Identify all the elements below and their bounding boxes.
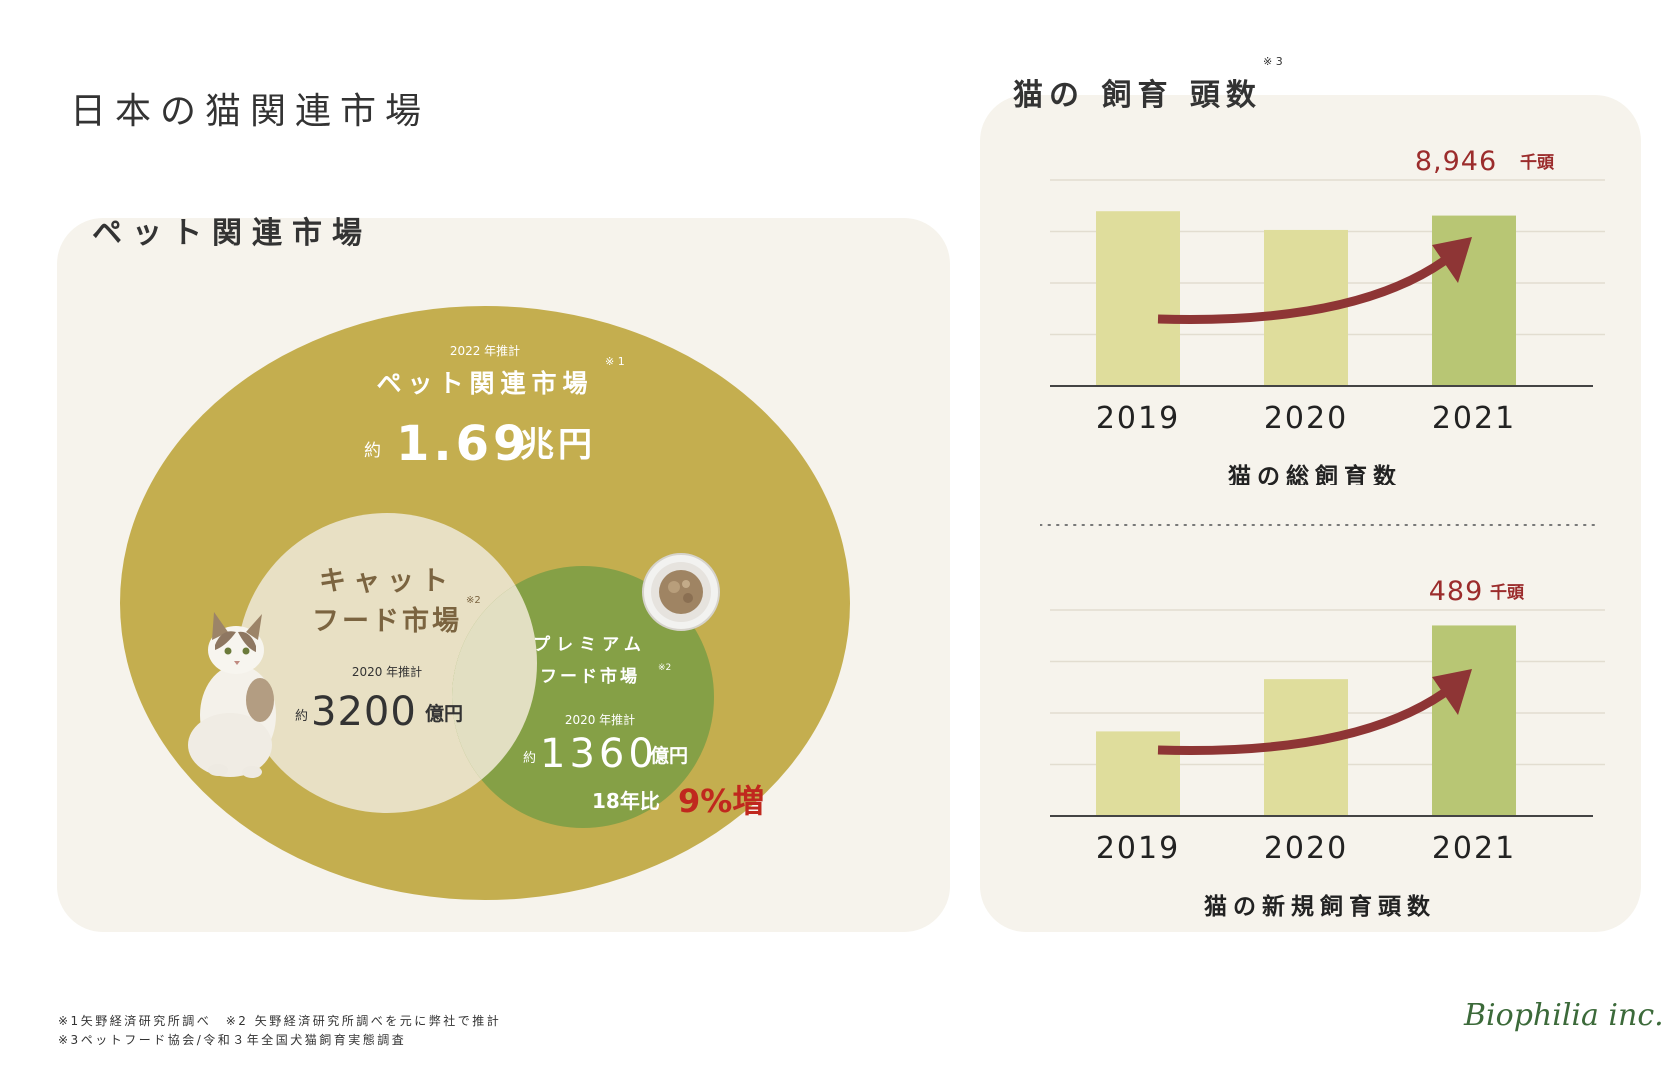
highlight-value-label: 8,946 <box>1415 146 1497 177</box>
x-tick-label: 2021 <box>1432 831 1516 866</box>
cat-food-value: 3200 <box>311 689 417 735</box>
cat-food-approx: 約 <box>295 709 308 724</box>
market-panel-title: ペット関連市場 <box>92 216 372 251</box>
premium-value: 1360 <box>540 731 658 777</box>
cat-food-unit: 億円 <box>425 702 463 725</box>
cat-food-bowl-image <box>642 553 720 631</box>
cat-food-year: 2020 年推計 <box>352 664 422 679</box>
cat-photo <box>188 612 276 778</box>
premium-approx: 約 <box>523 751 536 766</box>
x-tick-label: 2020 <box>1264 831 1348 866</box>
bar-2021 <box>1432 625 1516 816</box>
trend-arrow <box>1157 257 1447 324</box>
premium-growth-prefix: 18年比 <box>592 789 660 813</box>
footnote-line1: ※1矢野経済研究所調べ ※2 矢野経済研究所調べを元に弊社で推計 <box>58 1014 502 1028</box>
bar-2021 <box>1432 215 1516 386</box>
highlight-value-label: 489 <box>1429 576 1484 607</box>
chart-title: 猫の総飼育数 <box>1228 463 1402 485</box>
chart-divider <box>1040 524 1596 526</box>
page-title: 日本の猫関連市場 <box>70 91 431 132</box>
market-venn: 2022 年推計 ペット関連市場 ※ 1 約 1.69 兆円 キャット フード市… <box>120 306 850 900</box>
cat-food-label-line1: キャット <box>319 566 455 597</box>
x-tick-label: 2021 <box>1432 401 1516 436</box>
trend-arrow-head <box>1432 669 1472 715</box>
pet-market-year: 2022 年推計 <box>450 343 520 358</box>
chart-title: 猫の新規飼育頭数 <box>1204 893 1436 920</box>
premium-label-line2: フード市場 <box>540 666 640 687</box>
cat-food-label-line2: フード市場 <box>312 605 462 637</box>
biophilia-logo: Biophilia inc. <box>1464 998 1664 1033</box>
trend-arrow <box>1157 689 1447 755</box>
premium-growth-value: 9%増 <box>678 782 764 820</box>
bar-2019 <box>1096 211 1180 386</box>
bar-2019 <box>1096 731 1180 816</box>
cat-food-note: ※2 <box>466 595 481 606</box>
premium-label-line1: プレミアム <box>533 634 647 655</box>
highlight-unit-label: 千頭 <box>1490 583 1525 603</box>
pet-market-approx: 約 <box>364 441 381 461</box>
pet-market-unit: 兆円 <box>520 425 596 465</box>
footnote-line2: ※3ペットフード協会/令和３年全国犬猫飼育実態調査 <box>58 1033 407 1047</box>
x-tick-label: 2019 <box>1096 831 1180 866</box>
cat-population-title: 猫の 飼育 頭数 <box>1013 78 1262 113</box>
pet-market-note: ※ 1 <box>605 355 625 368</box>
cat-population-note: ※ 3 <box>1263 55 1283 68</box>
x-tick-label: 2019 <box>1096 401 1180 436</box>
trend-arrow-head <box>1432 237 1472 283</box>
highlight-unit-label: 千頭 <box>1520 153 1555 173</box>
pet-market-value: 1.69 <box>396 416 530 472</box>
x-tick-label: 2020 <box>1264 401 1348 436</box>
premium-year: 2020 年推計 <box>565 712 635 727</box>
pet-market-label: ペット関連市場 <box>376 369 593 398</box>
premium-unit: 億円 <box>650 744 688 767</box>
premium-note: ※2 <box>658 663 671 673</box>
